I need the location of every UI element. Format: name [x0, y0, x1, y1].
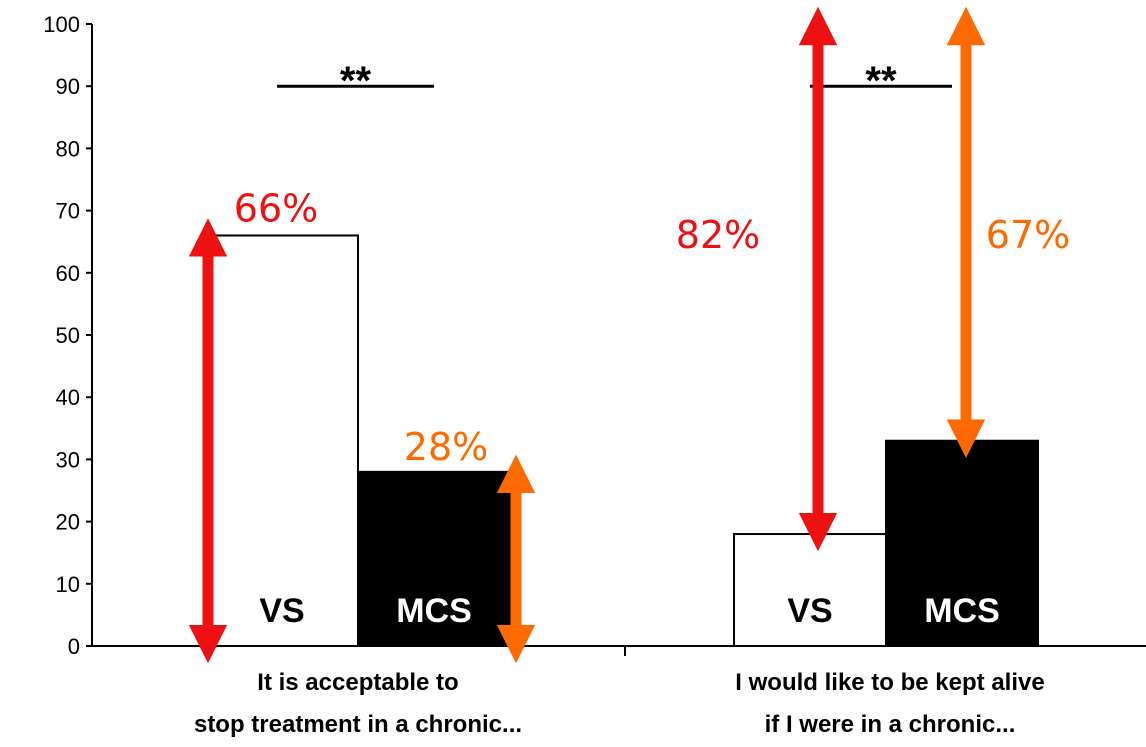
- x-category-label: I would like to be kept alive: [735, 669, 1044, 696]
- bar-inside-label: VS: [259, 592, 304, 630]
- percent-label: 28%: [404, 425, 488, 469]
- x-category-label: It is acceptable to: [257, 669, 458, 696]
- y-tick-label: 90: [56, 74, 80, 99]
- bar-inside-label: VS: [787, 592, 832, 630]
- percent-label: 82%: [676, 213, 760, 257]
- y-tick-label: 80: [56, 136, 80, 161]
- y-tick-label: 70: [56, 199, 80, 224]
- y-tick-label: 20: [56, 510, 80, 535]
- y-tick-label: 0: [68, 634, 80, 659]
- y-tick-label: 60: [56, 261, 80, 286]
- percent-label: 66%: [234, 186, 318, 230]
- y-tick-label: 30: [56, 447, 80, 472]
- bar-vs: [206, 235, 358, 646]
- percent-label: 67%: [986, 213, 1070, 257]
- x-category-label: if I were in a chronic...: [765, 711, 1016, 738]
- y-tick-label: 50: [56, 323, 80, 348]
- y-tick-label: 100: [43, 12, 80, 37]
- x-category-label: stop treatment in a chronic...: [194, 711, 522, 738]
- bars: VS MCS VS MCS: [206, 235, 1038, 646]
- y-tick-label: 10: [56, 572, 80, 597]
- bar-inside-label: MCS: [396, 592, 472, 630]
- significance-label: **: [340, 59, 372, 103]
- significance-label: **: [865, 59, 897, 103]
- y-tick-label: 40: [56, 385, 80, 410]
- bar-inside-label: MCS: [924, 592, 1000, 630]
